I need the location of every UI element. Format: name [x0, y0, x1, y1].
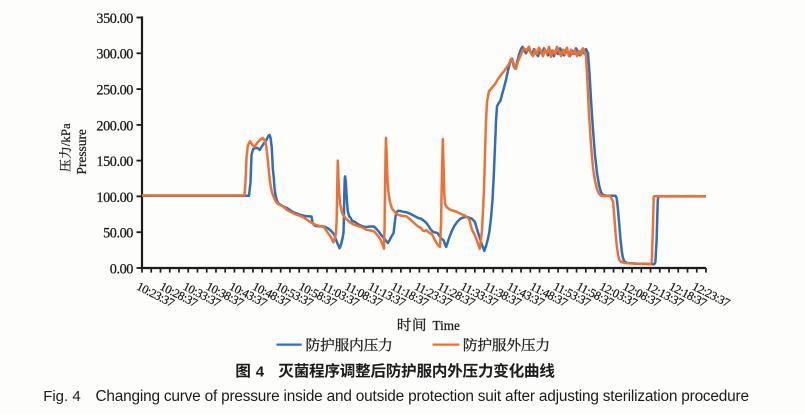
svg-text:Pressure: Pressure: [74, 129, 89, 174]
svg-text:150.00: 150.00: [96, 154, 133, 170]
svg-text:/kPa: /kPa: [59, 123, 73, 146]
svg-text:250.00: 250.00: [96, 83, 133, 99]
svg-text:4: 4: [256, 363, 265, 380]
svg-text:200.00: 200.00: [96, 118, 133, 134]
svg-text:Fig. 4: Fig. 4: [43, 388, 81, 405]
svg-text:50.00: 50.00: [103, 226, 133, 242]
svg-text:Changing curve of pressure ins: Changing curve of pressure inside and ou…: [96, 388, 750, 405]
svg-text:300.00: 300.00: [96, 47, 133, 63]
svg-text:350.00: 350.00: [96, 11, 133, 27]
svg-text:100.00: 100.00: [96, 190, 133, 206]
svg-text:Time: Time: [433, 318, 461, 333]
svg-text:0.00: 0.00: [110, 261, 134, 277]
